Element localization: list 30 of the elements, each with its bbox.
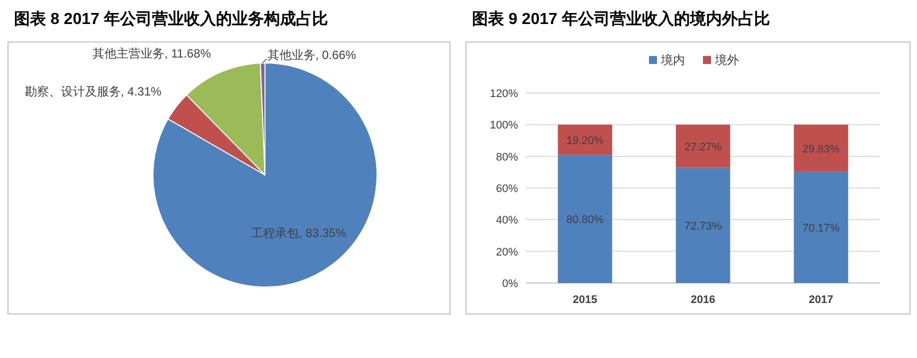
data-label: 19.20%	[566, 134, 604, 147]
y-tick-label: 120%	[490, 88, 518, 100]
bar	[558, 155, 612, 283]
data-label: 27.27%	[684, 141, 722, 154]
y-tick-label: 20%	[496, 246, 518, 258]
y-tick-label: 0%	[502, 278, 518, 290]
y-tick-label: 60%	[496, 183, 518, 195]
slice-label: 其他主营业务, 11.68%	[92, 46, 212, 60]
bar	[676, 168, 730, 283]
y-tick-label: 100%	[490, 120, 518, 132]
x-tick-label: 2015	[572, 294, 598, 306]
bar	[558, 124, 612, 156]
legend-label: 境外	[714, 53, 739, 67]
y-tick-label: 80%	[496, 151, 518, 164]
slice-label: 其他业务, 0.66%	[267, 48, 356, 62]
chart-title: 图表 9 2017 年公司营业收入的境内外占比	[472, 9, 770, 28]
slice-label: 工程承包, 83.35%	[250, 226, 347, 240]
bar	[794, 172, 848, 283]
data-label: 80.80%	[566, 214, 604, 226]
data-label: 29.83%	[802, 143, 840, 156]
data-label: 72.73%	[684, 220, 722, 232]
y-tick-label: 40%	[496, 214, 518, 227]
x-tick-label: 2016	[690, 294, 716, 306]
data-label: 70.17%	[802, 222, 840, 234]
bar	[794, 124, 848, 172]
slice-label: 勘察、设计及服务, 4.31%	[24, 84, 162, 99]
legend-label: 境内	[660, 53, 685, 67]
x-tick-label: 2017	[808, 294, 834, 306]
bar	[676, 124, 730, 168]
chart-title: 图表 8 2017 年公司营业收入的业务构成占比	[14, 10, 328, 28]
